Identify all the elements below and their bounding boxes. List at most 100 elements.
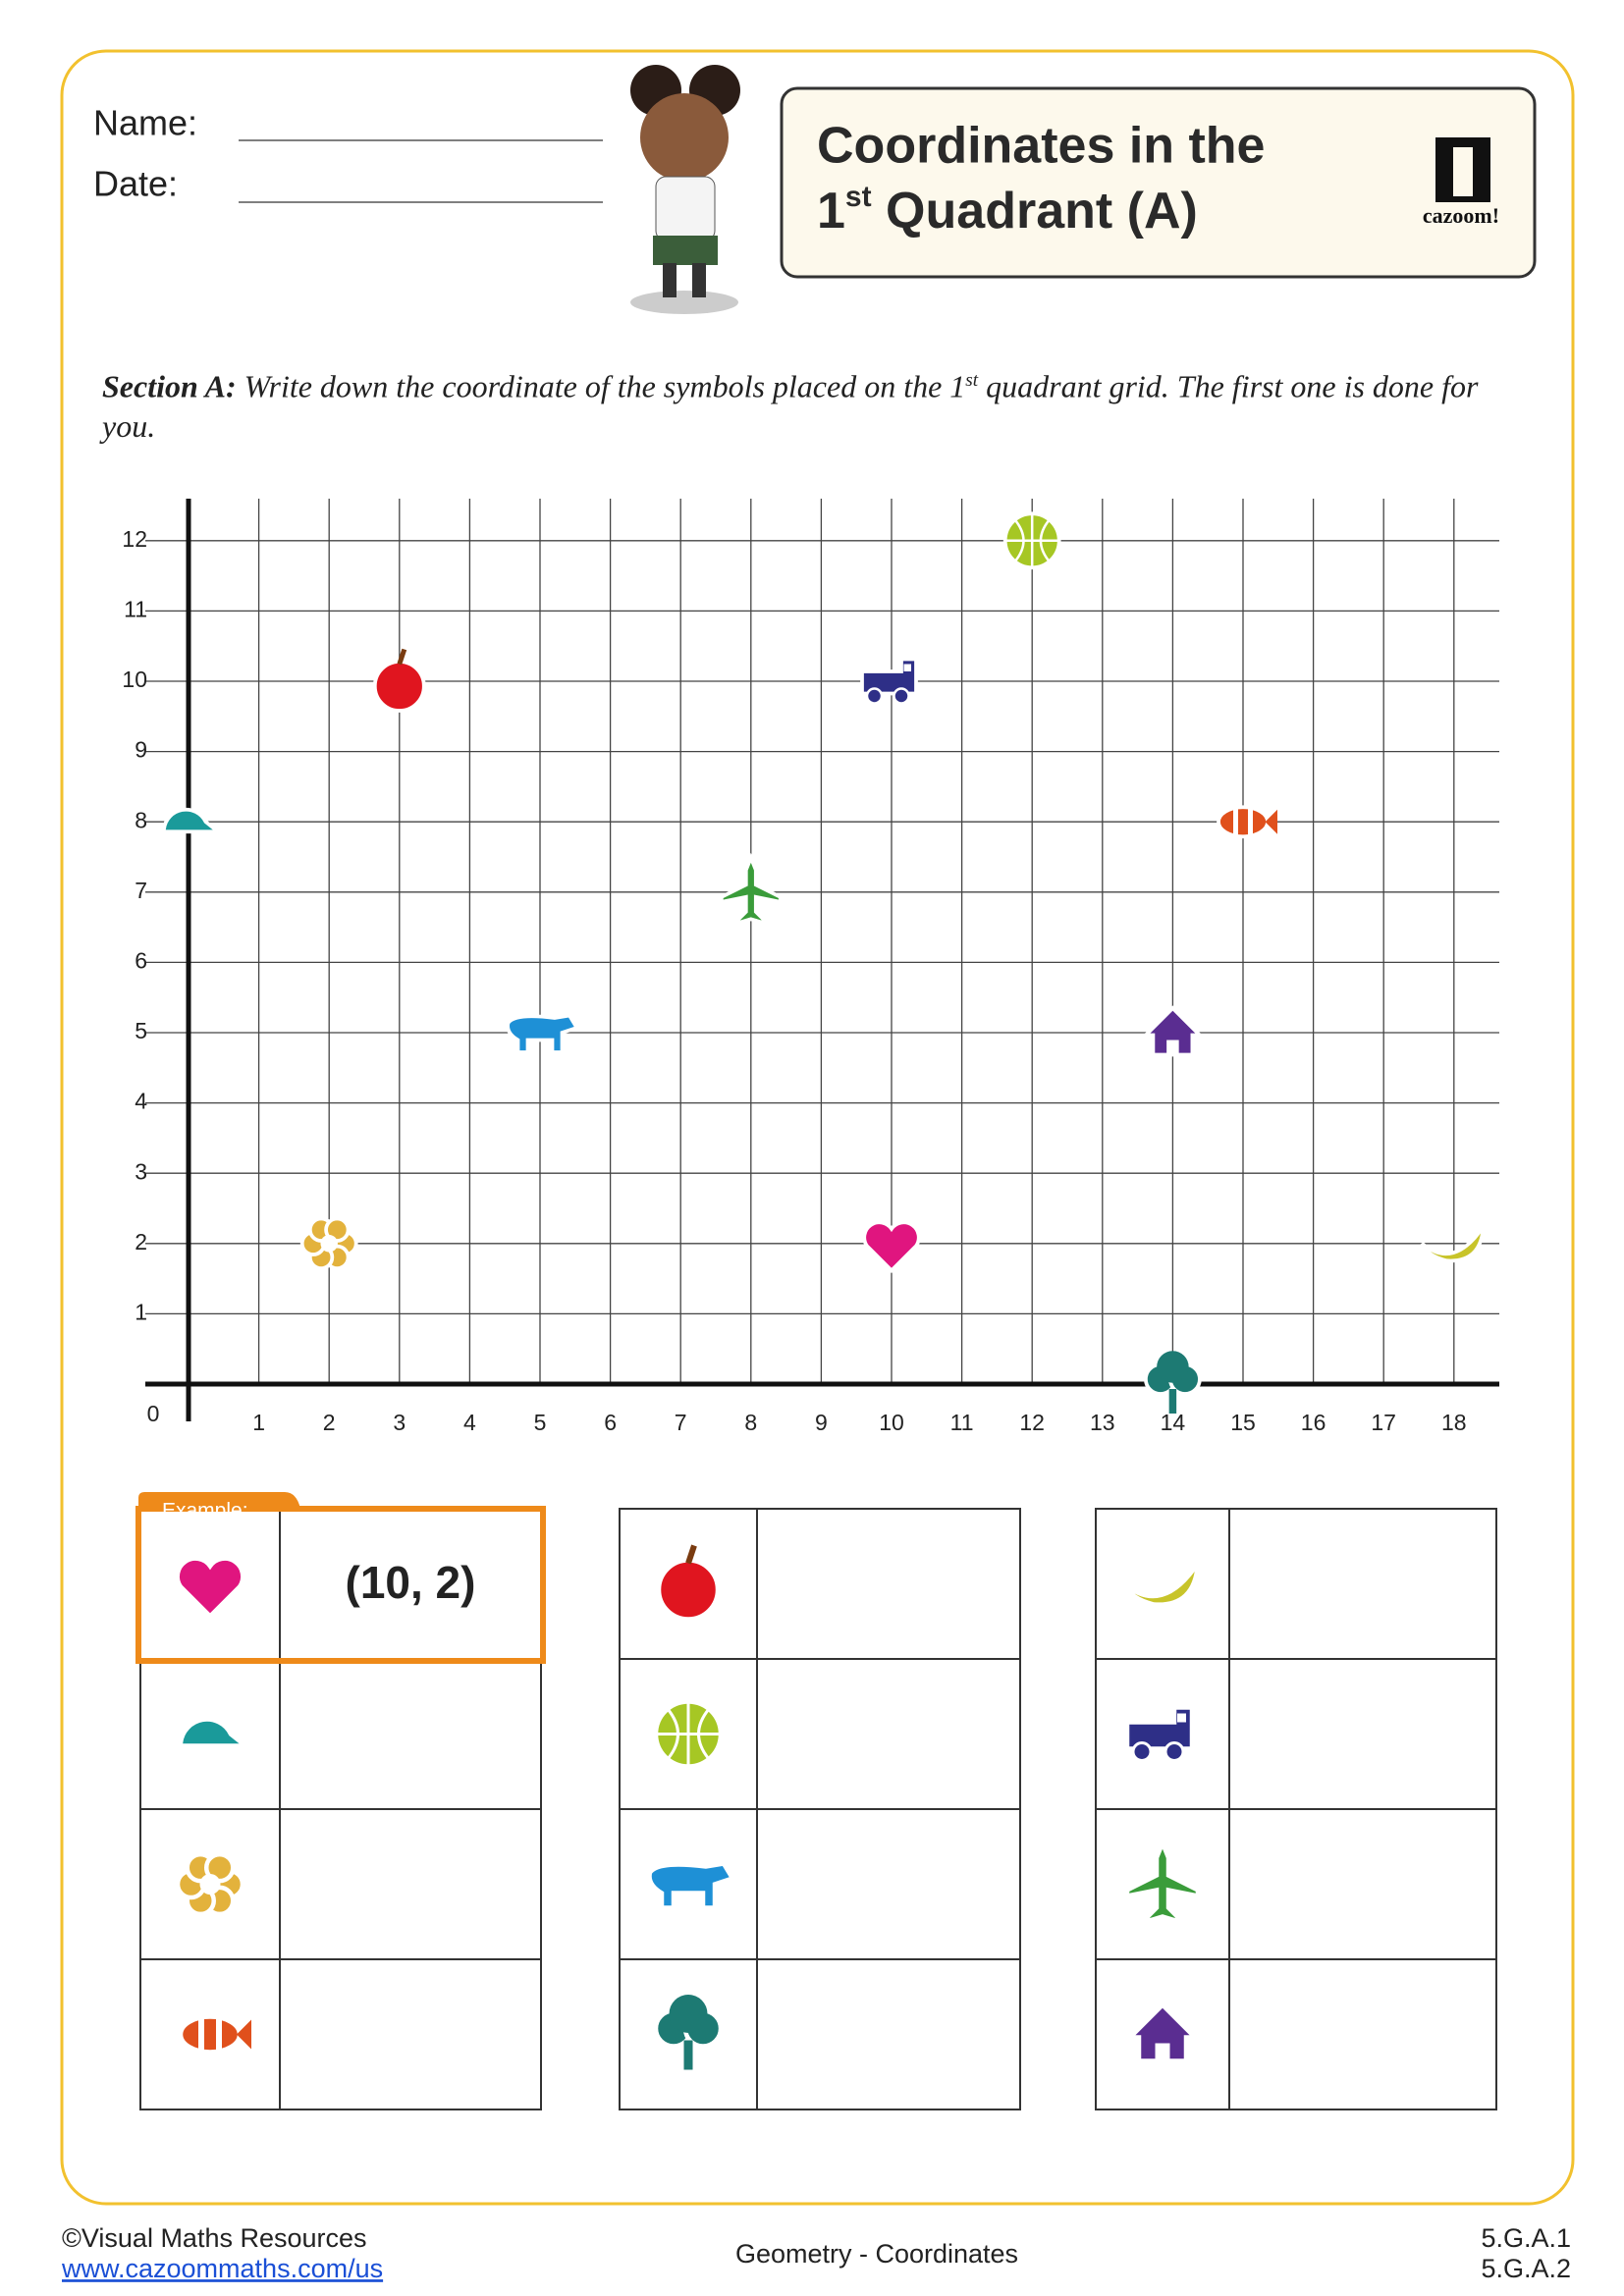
website-link[interactable]: www.cazoommaths.com/us [61, 2254, 383, 2283]
y-tick-label: 7 [135, 878, 147, 903]
y-tick-label: 6 [135, 947, 147, 973]
character [630, 65, 740, 314]
x-tick-label: 17 [1371, 1410, 1396, 1435]
symbol [647, 1861, 736, 1910]
symbol-part [903, 664, 911, 671]
symbol [1217, 805, 1277, 839]
x-tick-label: 2 [323, 1410, 336, 1435]
symbol-part [1124, 1837, 1201, 1925]
symbol-part [862, 1220, 921, 1273]
symbol-part [372, 660, 426, 713]
symbol [653, 1995, 724, 2070]
symbol-part [162, 807, 224, 834]
example-tab [138, 1492, 300, 1509]
x-tick-label: 13 [1090, 1410, 1115, 1435]
title-box [780, 86, 1537, 279]
x-tick-label: 18 [1441, 1410, 1467, 1435]
y-tick-label: 5 [135, 1018, 147, 1043]
symbol-part [656, 1701, 721, 1767]
date-label: Date: [93, 164, 178, 204]
x-tick-label: 9 [815, 1410, 828, 1435]
logo-text: cazoom! [1423, 203, 1499, 228]
symbol-part [175, 1556, 245, 1620]
instruction-text: Write down the coordinate of the symbols… [236, 368, 966, 404]
symbol [719, 852, 783, 926]
y-tick-label: 4 [135, 1089, 147, 1114]
symbol [1124, 1837, 1201, 1925]
section-label: Section A: [102, 368, 237, 404]
symbol-part [237, 2019, 251, 2050]
origin-label: 0 [147, 1401, 160, 1426]
symbol [656, 1544, 721, 1622]
symbol-part [506, 1013, 580, 1054]
x-tick-label: 4 [463, 1410, 476, 1435]
y-tick-label: 8 [135, 807, 147, 832]
symbol [372, 648, 426, 713]
symbol-part [719, 852, 783, 926]
x-tick-label: 12 [1019, 1410, 1045, 1435]
example-box [135, 1506, 546, 1664]
symbol-part [1004, 513, 1059, 568]
symbol [1141, 1005, 1205, 1057]
symbol [175, 1556, 245, 1620]
x-tick-label: 10 [879, 1410, 904, 1435]
example-label: Example: [162, 1500, 248, 1522]
title-text: Quadrant (A) [872, 183, 1198, 240]
symbol-part [1131, 1741, 1153, 1762]
name-label: Name: [93, 103, 197, 143]
symbol [862, 1220, 921, 1273]
symbol-part [865, 687, 884, 705]
logo-mark [1453, 147, 1473, 196]
symbol-part [1177, 1713, 1186, 1723]
symbol-part [1157, 1351, 1189, 1383]
x-tick-label: 6 [604, 1410, 617, 1435]
title-line-1: Coordinates in the [817, 118, 1265, 175]
symbol-part [199, 1874, 221, 1895]
symbol [1420, 1219, 1487, 1263]
symbol-part [656, 1558, 721, 1622]
symbol [1002, 511, 1061, 570]
x-tick-label: 1 [252, 1410, 265, 1435]
instructions: Section A: Write down the coordinate of … [102, 361, 1526, 446]
symbol [653, 1699, 724, 1769]
symbol [178, 2014, 251, 2055]
y-tick-label: 3 [135, 1158, 147, 1184]
symbol [1144, 1351, 1202, 1414]
example-answer: (10, 2) [346, 1557, 476, 1608]
y-tick-label: 9 [135, 737, 147, 763]
x-tick-label: 11 [950, 1410, 974, 1435]
symbol [162, 807, 224, 834]
instruction-sup: st [965, 370, 979, 391]
symbol-part [1168, 1389, 1177, 1414]
symbol-part [178, 1717, 252, 1748]
title-sup: st [845, 181, 872, 213]
symbol-part [397, 648, 407, 666]
symbol-part [893, 687, 910, 705]
x-tick-label: 7 [675, 1410, 687, 1435]
symbol-part [1124, 1705, 1195, 1751]
symbol-part [1121, 1555, 1201, 1607]
symbol-part [1265, 809, 1277, 834]
symbol-part [685, 1544, 697, 1565]
x-tick-label: 14 [1161, 1410, 1186, 1435]
title-text: 1 [817, 183, 845, 240]
y-tick-label: 12 [122, 526, 147, 552]
standard: 5.G.A.2 [1481, 2254, 1571, 2283]
title-line-2: 1st Quadrant (A) [817, 181, 1198, 240]
x-tick-label: 16 [1301, 1410, 1326, 1435]
instruction-text: quadrant grid. The first one is done for… [102, 368, 1479, 444]
symbol [1124, 1705, 1195, 1762]
y-tick-label: 11 [124, 596, 147, 621]
symbol-part [669, 1995, 708, 2033]
symbol-part [683, 2040, 693, 2070]
symbol [860, 657, 918, 705]
symbol [178, 1717, 252, 1748]
symbol [175, 1851, 245, 1917]
x-tick-label: 3 [393, 1410, 406, 1435]
y-tick-label: 2 [135, 1229, 147, 1255]
symbol [1121, 1555, 1201, 1607]
x-tick-label: 8 [744, 1410, 757, 1435]
standard: 5.G.A.1 [1481, 2223, 1571, 2253]
